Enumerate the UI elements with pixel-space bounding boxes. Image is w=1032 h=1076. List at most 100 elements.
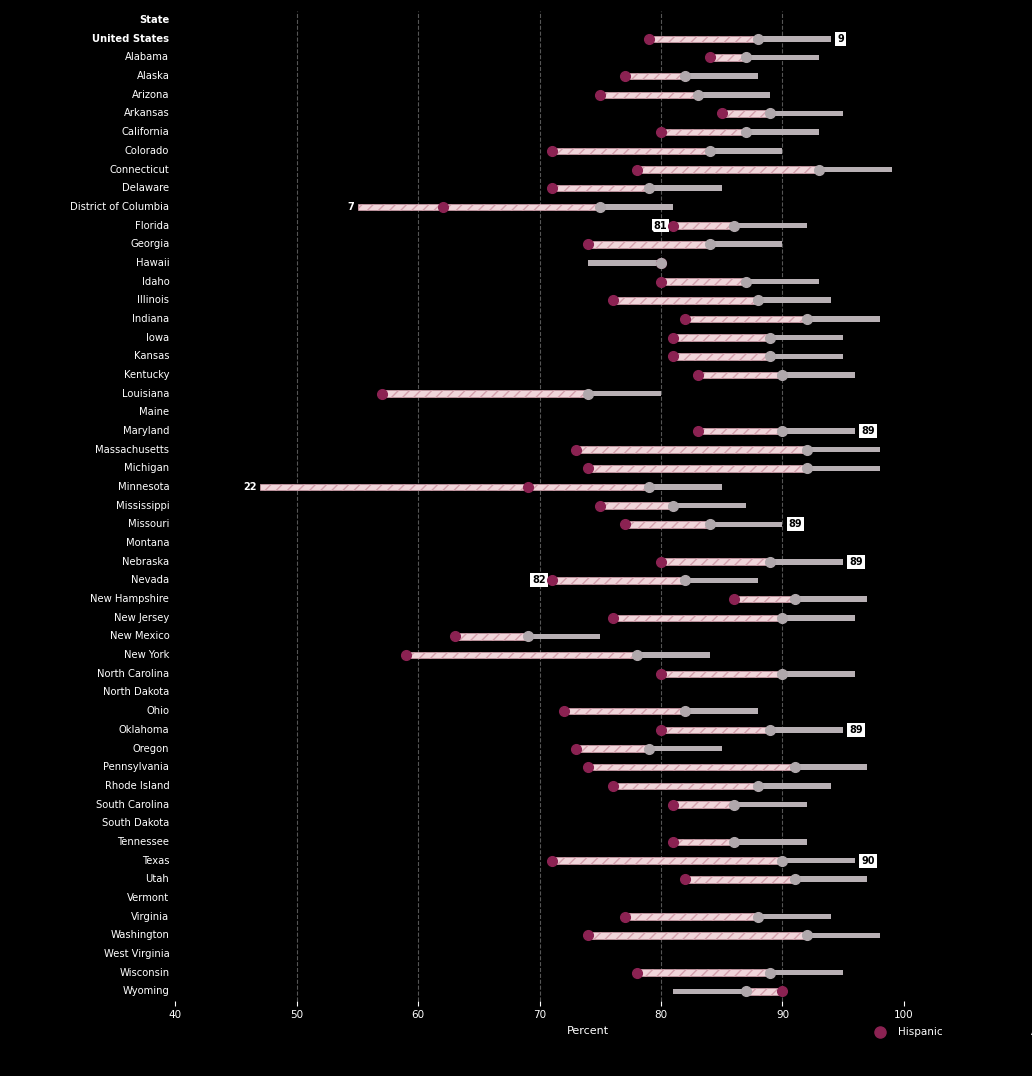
Bar	[576, 746, 649, 752]
Bar	[601, 91, 698, 98]
Bar	[782, 428, 856, 434]
Text: 13: 13	[515, 193, 528, 202]
Bar	[698, 93, 770, 98]
Text: 22: 22	[244, 482, 257, 492]
Text: Alaska: Alaska	[136, 71, 169, 81]
Bar	[734, 802, 807, 807]
Bar	[685, 315, 807, 322]
Text: 90: 90	[862, 855, 875, 865]
Bar	[685, 578, 759, 583]
Bar	[698, 371, 782, 379]
Bar	[601, 204, 673, 210]
Bar	[662, 670, 782, 677]
Bar	[807, 447, 879, 453]
Text: Pennsylvania: Pennsylvania	[103, 762, 169, 773]
Bar	[770, 558, 843, 565]
Text: Maine: Maine	[139, 408, 169, 417]
Bar	[698, 428, 782, 435]
Text: 9: 9	[700, 25, 707, 34]
Text: New Mexico: New Mexico	[109, 632, 169, 641]
Text: 89: 89	[849, 556, 863, 567]
Text: 82: 82	[533, 576, 546, 585]
Text: 89: 89	[862, 426, 875, 436]
Text: Texas: Texas	[141, 855, 169, 865]
Bar	[552, 147, 710, 154]
Text: 18: 18	[690, 454, 704, 464]
Text: 17: 17	[478, 380, 492, 390]
Text: 6: 6	[609, 734, 616, 745]
Bar	[782, 372, 856, 378]
Bar	[989, 1029, 1026, 1036]
Text: Idaho: Idaho	[141, 277, 169, 286]
Bar	[649, 746, 721, 751]
Text: Kentucky: Kentucky	[124, 370, 169, 380]
Bar	[685, 73, 759, 79]
Text: 9: 9	[837, 33, 844, 44]
Bar	[527, 484, 649, 491]
Bar	[552, 185, 649, 192]
Text: Vermont: Vermont	[127, 893, 169, 903]
Bar	[746, 279, 819, 284]
Bar	[576, 447, 807, 453]
Text: Nevada: Nevada	[131, 576, 169, 585]
Text: 81: 81	[653, 221, 667, 230]
Bar	[588, 260, 662, 266]
Bar	[746, 988, 782, 994]
Bar	[613, 614, 782, 621]
Text: 89: 89	[849, 725, 863, 735]
Text: 17: 17	[684, 753, 699, 763]
Text: South Carolina: South Carolina	[96, 799, 169, 809]
Bar	[613, 297, 759, 303]
Text: Hawaii: Hawaii	[136, 258, 169, 268]
Bar	[673, 838, 734, 845]
Text: Arkansas: Arkansas	[124, 109, 169, 118]
Bar	[710, 54, 746, 60]
Text: New Hampshire: New Hampshire	[91, 594, 169, 604]
Bar	[734, 839, 807, 845]
Text: 5: 5	[651, 62, 658, 72]
Bar	[734, 223, 807, 228]
Text: -3: -3	[759, 977, 770, 987]
Text: 8: 8	[718, 342, 725, 352]
Text: Utah: Utah	[146, 875, 169, 884]
Text: Louisiana: Louisiana	[122, 388, 169, 398]
Bar	[527, 634, 601, 639]
Text: Ohio: Ohio	[147, 706, 169, 717]
Bar	[807, 316, 879, 322]
Text: Wisconsin: Wisconsin	[120, 967, 169, 978]
Text: 7: 7	[737, 416, 743, 427]
Text: New Jersey: New Jersey	[115, 613, 169, 623]
Bar	[624, 914, 759, 920]
Text: Nebraska: Nebraska	[122, 556, 169, 567]
Bar	[563, 708, 685, 714]
Text: 7: 7	[737, 360, 743, 371]
Bar	[710, 148, 782, 154]
Text: 7: 7	[700, 118, 707, 128]
Text: Maryland: Maryland	[123, 426, 169, 436]
Bar	[685, 876, 795, 882]
Text: United States: United States	[93, 33, 169, 44]
Bar	[649, 185, 721, 190]
Text: 9: 9	[712, 548, 719, 557]
Text: 10: 10	[642, 230, 655, 240]
Text: Mississippi: Mississippi	[116, 500, 169, 511]
Text: Colorado: Colorado	[125, 146, 169, 156]
Bar	[770, 727, 843, 733]
Text: Minnesota: Minnesota	[118, 482, 169, 492]
Text: 3: 3	[724, 43, 732, 53]
Bar	[637, 167, 819, 173]
Bar	[673, 335, 770, 341]
Bar	[613, 782, 759, 789]
Bar	[382, 391, 588, 397]
Text: 19: 19	[660, 847, 674, 856]
Text: North Dakota: North Dakota	[103, 688, 169, 697]
Bar	[552, 577, 685, 583]
Text: 10: 10	[715, 660, 729, 669]
Text: 10: 10	[618, 697, 632, 707]
Bar	[673, 802, 734, 808]
Bar	[770, 111, 843, 116]
Text: Virginia: Virginia	[131, 911, 169, 922]
Bar	[649, 484, 721, 490]
Text: 11: 11	[684, 903, 699, 912]
Bar	[807, 933, 879, 938]
